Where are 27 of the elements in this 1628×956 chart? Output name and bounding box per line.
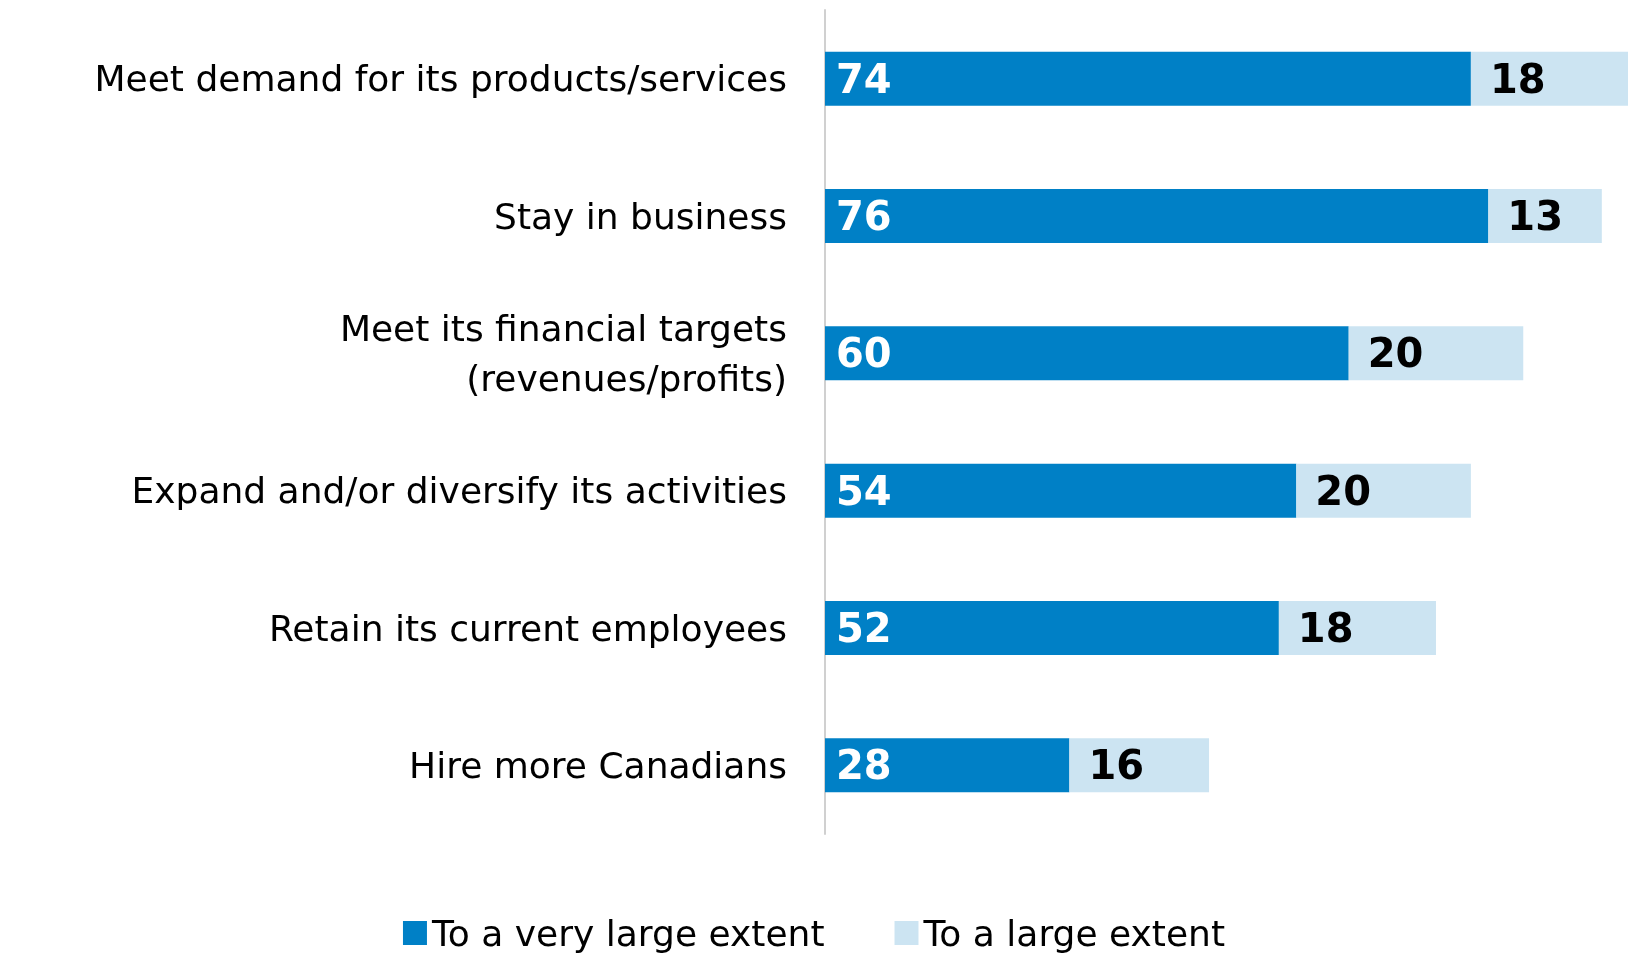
- data-label: 52: [836, 605, 892, 651]
- legend-label: To a large extent: [922, 912, 1226, 954]
- y-tick-label: Retain its current employees: [268, 607, 787, 649]
- y-tick-label: Meet demand for its products/services: [94, 58, 787, 100]
- bar: [825, 738, 1070, 793]
- y-tick-label: Meet its financial targets (revenues/profits): [339, 307, 787, 399]
- legend-label: To a very large extent: [430, 912, 825, 954]
- data-label: 18: [1489, 55, 1546, 102]
- data-label: 74: [836, 55, 892, 102]
- data-label: 54: [836, 467, 892, 514]
- bar: [825, 326, 1349, 381]
- bar: [825, 601, 1279, 655]
- data-label: 16: [1088, 742, 1145, 789]
- y-tick-label: Expand and/or diversify its activities: [131, 470, 787, 512]
- y-tick-label: Hire more Canadians: [409, 744, 787, 786]
- bar: [1296, 463, 1471, 518]
- data-label: 20: [1367, 330, 1424, 377]
- data-label: 60: [836, 330, 892, 377]
- data-label: 13: [1507, 193, 1564, 239]
- bar: [825, 463, 1297, 518]
- data-label: 18: [1297, 605, 1354, 651]
- y-tick-label: Stay in business: [494, 195, 787, 237]
- data-label: 28: [836, 742, 892, 789]
- bar: [825, 189, 1489, 243]
- data-label: 20: [1315, 467, 1371, 514]
- bar: [825, 51, 1471, 106]
- data-label: 76: [836, 193, 892, 239]
